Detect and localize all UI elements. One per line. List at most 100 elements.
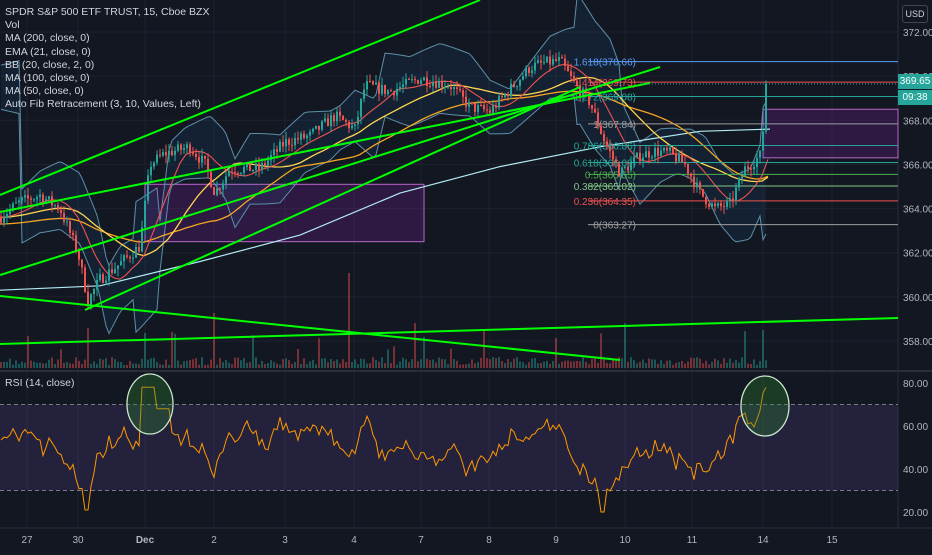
volume-bar — [288, 360, 290, 368]
candle-body — [504, 94, 506, 97]
candle-body — [60, 209, 62, 214]
volume-bar — [528, 362, 530, 368]
volume-bar — [99, 358, 101, 368]
candle-body — [249, 162, 251, 172]
indicator-ma100[interactable]: MA (100, close, 0) — [5, 72, 90, 85]
candle-body — [477, 105, 479, 112]
candle-body — [528, 67, 530, 74]
candle-body — [219, 188, 221, 190]
ma50-line — [0, 76, 769, 257]
volume-bar — [225, 359, 227, 368]
rsi-line — [0, 386, 767, 513]
indicator-ema21[interactable]: EMA (21, close, 0) — [5, 45, 91, 58]
candle-body — [744, 166, 746, 177]
candle-body — [123, 255, 125, 262]
candle-body — [324, 118, 326, 122]
volume-bar — [306, 364, 308, 368]
candle-body — [315, 125, 317, 129]
volume-bar — [561, 361, 563, 368]
candle-body — [24, 195, 26, 198]
candle-body — [522, 76, 524, 80]
candle-body — [483, 105, 485, 110]
time-tick-label: 30 — [72, 535, 84, 546]
candle-body — [732, 198, 734, 201]
volume-bar — [384, 363, 386, 368]
volume-bar — [690, 357, 692, 368]
indicator-vol[interactable]: Vol — [5, 19, 20, 32]
rsi-label[interactable]: RSI (14, close) — [5, 377, 75, 389]
volume-bar — [63, 363, 65, 368]
candle-body — [192, 152, 194, 154]
candle-body — [462, 90, 464, 97]
candle-body — [141, 227, 143, 252]
candle-body — [321, 121, 323, 130]
candle-body — [519, 79, 521, 86]
volume-bar — [255, 357, 257, 368]
volume-bar — [354, 359, 356, 368]
volume-bar — [744, 331, 746, 368]
volume-bar — [678, 362, 680, 368]
volume-bar — [723, 358, 725, 368]
candle-body — [21, 197, 23, 201]
volume-bar — [654, 359, 656, 368]
volume-bar — [312, 359, 314, 368]
indicator-ma200[interactable]: MA (200, close, 0) — [5, 32, 90, 45]
volume-bar — [390, 363, 392, 368]
volume-bar — [708, 364, 710, 368]
candle-body — [459, 88, 461, 91]
candle-body — [150, 166, 152, 176]
volume-bar — [42, 363, 44, 368]
candle-body — [447, 86, 449, 88]
volume-bar — [510, 362, 512, 368]
volume-bar — [324, 358, 326, 368]
candle-body — [525, 67, 527, 77]
countdown-tag: 09:38 — [898, 90, 932, 105]
candle-body — [42, 194, 44, 203]
candle-body — [438, 80, 440, 88]
rsi-tick-label: 20.00 — [903, 508, 928, 519]
indicator-ma50[interactable]: MA (50, close, 0) — [5, 85, 84, 98]
volume-bar — [69, 363, 71, 368]
volume-bar — [321, 358, 323, 368]
candle-body — [369, 81, 371, 83]
candle-body — [705, 196, 707, 205]
candle-body — [375, 82, 377, 85]
indicator-bb[interactable]: BB (20, close, 2, 0) — [5, 58, 95, 71]
candle-body — [465, 96, 467, 107]
volume-bar — [252, 335, 254, 368]
ma100-line — [0, 90, 769, 243]
volume-bar — [714, 358, 716, 368]
candle-body — [144, 200, 146, 228]
candle-body — [429, 85, 431, 87]
volume-bar — [663, 363, 665, 368]
volume-bar — [315, 364, 317, 368]
volume-bar — [609, 363, 611, 368]
volume-bar — [135, 363, 137, 368]
currency-button[interactable]: USD — [902, 5, 928, 23]
candle-body — [84, 267, 86, 292]
candle-body — [234, 172, 236, 174]
candle-body — [468, 102, 470, 107]
price-tick-label: 366.00 — [903, 160, 932, 171]
volume-bar — [693, 358, 695, 368]
candle-body — [177, 144, 179, 151]
volume-bar — [765, 360, 767, 368]
volume-bar — [9, 358, 11, 368]
volume-bar — [81, 363, 83, 368]
volume-bar — [483, 331, 485, 368]
volume-bar — [591, 358, 593, 368]
candle-body — [573, 75, 575, 82]
candle-body — [357, 117, 359, 125]
trend-line — [0, 317, 899, 345]
fib-label: 0.382(365.02) — [574, 182, 636, 193]
volume-bar — [636, 363, 638, 368]
candle-body — [387, 90, 389, 94]
volume-bar — [234, 357, 236, 368]
volume-bar — [183, 361, 185, 368]
volume-bar — [396, 364, 398, 368]
candle-body — [663, 147, 665, 151]
indicator-fib[interactable]: Auto Fib Retracement (3, 10, Values, Lef… — [5, 98, 201, 111]
candle-body — [414, 79, 416, 81]
